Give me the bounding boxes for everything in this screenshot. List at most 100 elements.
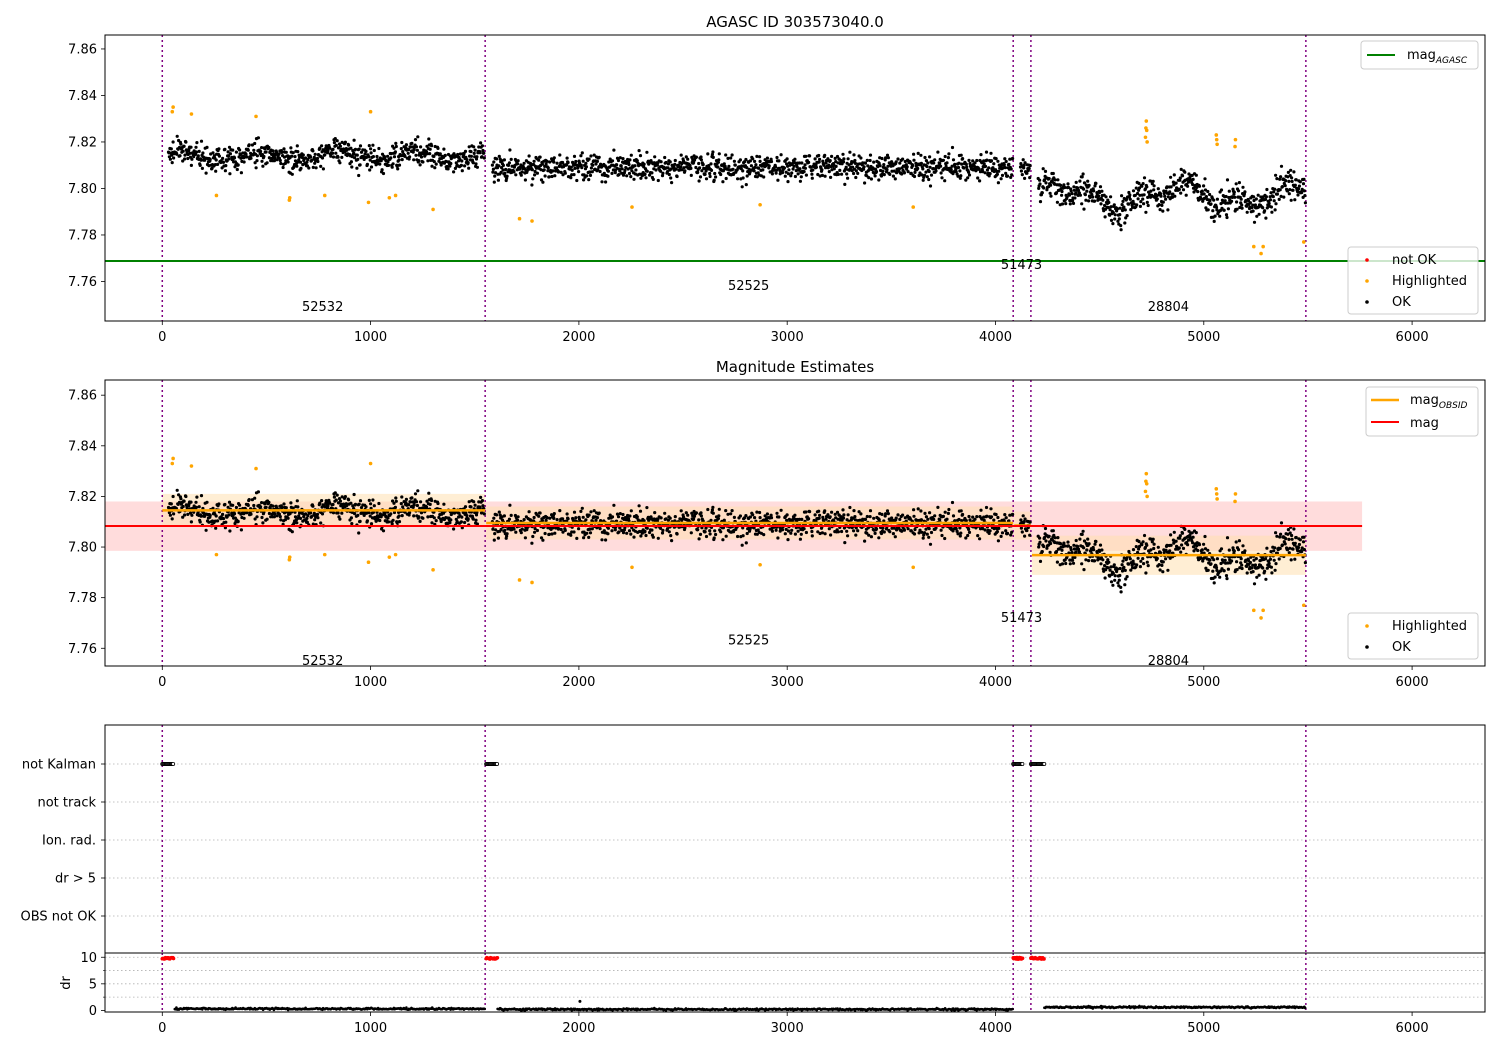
ok-point (293, 159, 298, 163)
ok-point (1169, 543, 1173, 547)
ok-point (924, 527, 928, 531)
ok-point (956, 532, 960, 536)
ok-point (198, 163, 202, 167)
ok-point (679, 509, 683, 513)
ok-point (244, 152, 248, 156)
ok-point (716, 160, 721, 164)
ok-point (455, 163, 459, 167)
ok-point (182, 144, 186, 148)
ok-point (638, 154, 643, 158)
ok-point (686, 513, 690, 517)
ok-point (1211, 569, 1215, 573)
ok-point (197, 149, 201, 153)
ok-point (491, 167, 495, 171)
ok-point (368, 514, 372, 518)
ok-point (1222, 208, 1226, 212)
ok-point (1289, 198, 1293, 202)
ok-point (507, 517, 511, 521)
ok-point (941, 158, 946, 162)
ok-point (1111, 583, 1115, 587)
ok-point (295, 144, 299, 148)
ok-point (1296, 193, 1300, 197)
ok-point (967, 530, 972, 535)
ok-point (430, 498, 434, 503)
ok-point (1226, 567, 1230, 571)
ok-point (502, 514, 506, 518)
ok-point (267, 511, 271, 516)
ok-point (492, 180, 496, 184)
ok-point (184, 140, 188, 144)
ok-point (896, 157, 900, 161)
ok-point (372, 504, 376, 508)
ok-point (810, 534, 814, 538)
highlighted-point (287, 195, 292, 200)
ok-point (1263, 557, 1268, 561)
ok-point (979, 153, 983, 157)
ok-point (666, 518, 671, 522)
ok-point (1214, 566, 1219, 570)
ok-point (205, 145, 209, 149)
ok-point (295, 521, 299, 525)
ok-point (1137, 539, 1141, 544)
ok-point (659, 516, 663, 520)
highlighted-point (530, 580, 534, 585)
ok-point (1144, 210, 1148, 214)
ok-point (699, 514, 704, 518)
ok-point (410, 141, 414, 145)
ok-point (547, 532, 551, 537)
ok-point (186, 156, 190, 161)
ok-point (1028, 533, 1032, 537)
highlighted-point (758, 202, 762, 207)
ok-point (1073, 555, 1077, 560)
ok-point (901, 513, 905, 517)
ok-point (924, 515, 929, 519)
ok-point (406, 151, 410, 155)
ok-point (516, 159, 520, 163)
ok-point (1028, 176, 1032, 180)
ok-point (996, 159, 1000, 163)
ok-point (615, 163, 619, 167)
ok-point (600, 538, 604, 542)
ok-point (938, 161, 942, 166)
ok-point (1142, 193, 1146, 197)
ok-point (208, 157, 212, 162)
ok-point (1218, 575, 1222, 579)
ok-point (952, 527, 956, 531)
ok-point (936, 505, 940, 509)
ok-point (732, 515, 737, 520)
ok-point (1131, 205, 1135, 209)
ok-point (1136, 550, 1140, 555)
ok-point (315, 512, 320, 517)
ok-point (1297, 542, 1301, 547)
ok-point (386, 520, 391, 524)
ok-point (637, 504, 641, 508)
ok-point (992, 518, 996, 522)
ok-point (1146, 203, 1150, 208)
ok-point (401, 505, 405, 509)
ok-point (399, 147, 403, 151)
ok-point (474, 513, 479, 517)
ok-point (419, 145, 423, 149)
ok-point (783, 532, 787, 536)
ok-point (846, 176, 850, 180)
ok-point (1066, 182, 1070, 186)
ok-point (286, 160, 290, 164)
ok-point (253, 496, 257, 500)
ok-point (1222, 569, 1226, 573)
ok-point (1093, 559, 1097, 563)
ok-point (575, 178, 579, 183)
ok-point (334, 498, 338, 502)
ok-point (708, 532, 712, 536)
ok-point (543, 174, 547, 178)
ok-point (1062, 541, 1066, 545)
ok-point (1225, 536, 1230, 540)
ok-point (369, 522, 374, 526)
ok-point (704, 534, 709, 539)
ok-point (696, 170, 700, 174)
ok-point (982, 518, 986, 522)
ok-point (581, 515, 585, 519)
highlighted-point (322, 552, 327, 557)
ok-point (711, 155, 715, 159)
ok-point (1264, 577, 1268, 581)
